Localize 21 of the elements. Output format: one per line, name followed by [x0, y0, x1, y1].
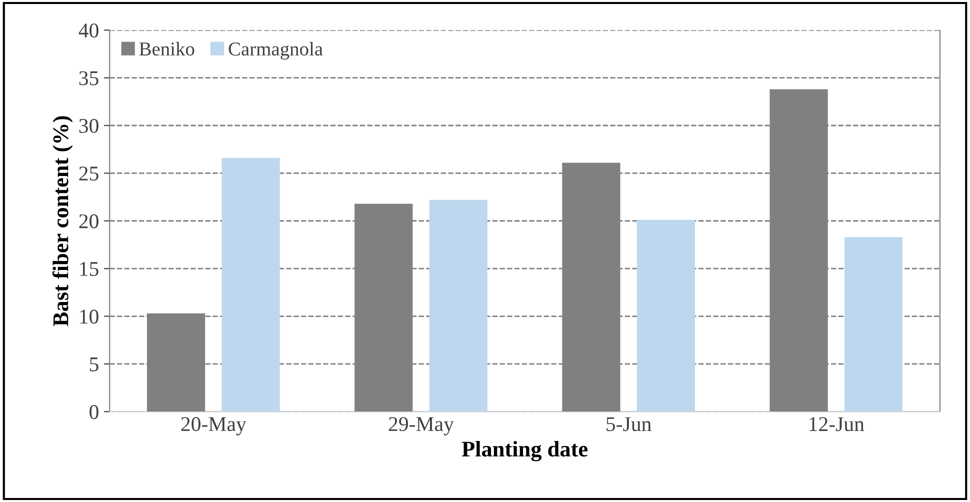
y-tick-label: 25 — [79, 166, 98, 181]
y-axis-title: Bast fiber content (%) — [52, 116, 73, 326]
y-tick-label: 15 — [80, 262, 98, 276]
bar — [844, 237, 903, 412]
bar — [222, 158, 280, 412]
x-tick-label: 20-May — [181, 417, 246, 436]
y-tick-label: 35 — [79, 71, 98, 86]
y-tick-label: 40 — [78, 23, 98, 38]
legend-label: Carmagnola — [228, 42, 323, 60]
x-tick-label: 29-May — [388, 417, 454, 436]
x-axis-title: Planting date — [462, 440, 588, 462]
y-tick-label: 10 — [80, 310, 98, 324]
bar — [429, 200, 488, 412]
x-tick-label: 12-Jun — [810, 417, 864, 432]
y-tick-label: 30 — [79, 118, 98, 133]
bar — [636, 220, 695, 412]
y-tick-label: 0 — [90, 405, 98, 420]
x-tick-label: 5-Jun — [606, 417, 652, 432]
y-tick-label: 5 — [90, 358, 98, 372]
legend-label: Beniko — [139, 42, 194, 56]
y-tick-label: 20 — [79, 214, 98, 228]
